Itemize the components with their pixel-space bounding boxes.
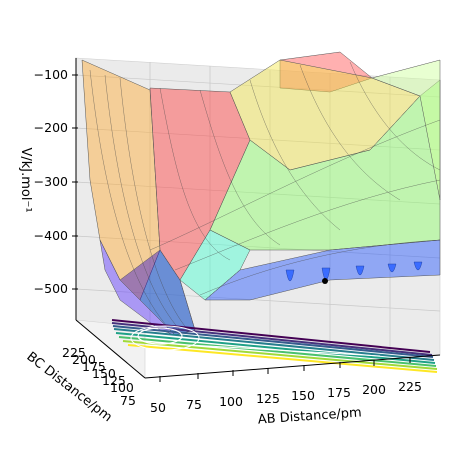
surface-edge-dips: [285, 261, 423, 282]
z-tick-label: −200: [34, 120, 68, 135]
y-axis: 225 200 175 150 125 100 75 BC Distance/p…: [24, 345, 136, 425]
x-tick-label: 225: [398, 379, 422, 394]
surface-mesh: [89, 61, 441, 336]
y-tick-label: 150: [92, 366, 116, 381]
y-tick-label: 75: [120, 393, 136, 408]
z-tick-label: −100: [34, 67, 68, 82]
back-gridlines: [75, 62, 441, 350]
z-tick-label: −400: [34, 228, 68, 243]
x-tick-label: 200: [362, 382, 386, 397]
y-tick-label: 175: [82, 359, 106, 374]
y-tick-label: 125: [102, 373, 126, 388]
x-tick-label: 150: [291, 388, 315, 403]
z-tick-label: −500: [34, 281, 68, 296]
floor-contours: [111, 319, 438, 373]
z-axis-label: V/kJ.mol⁻¹: [18, 147, 33, 212]
x-tick-label: 175: [327, 385, 351, 400]
z-tick-label: −300: [34, 174, 68, 189]
x-tick-label: 75: [186, 397, 202, 412]
x-tick-label: 125: [256, 391, 280, 406]
surface-red-top: [279, 51, 373, 93]
current-position-marker: [322, 278, 328, 284]
surface-cyan-right: [179, 229, 251, 301]
surface-lightgreen-far: [371, 59, 441, 201]
x-axis-label: AB Distance/pm: [257, 405, 362, 427]
z-axis: −100 −200 −300 −400 −500 V/kJ.mol⁻¹: [18, 67, 78, 296]
x-axis: 50 75 100 125 150 175 200 225 AB Distanc…: [150, 357, 422, 428]
x-tick-label: 50: [150, 400, 166, 415]
y-tick-label: 100: [110, 380, 134, 395]
x-tick-label: 100: [219, 394, 243, 409]
y-tick-label: 225: [62, 345, 86, 360]
y-tick-label: 200: [72, 352, 96, 367]
axis-lines: [75, 58, 441, 379]
